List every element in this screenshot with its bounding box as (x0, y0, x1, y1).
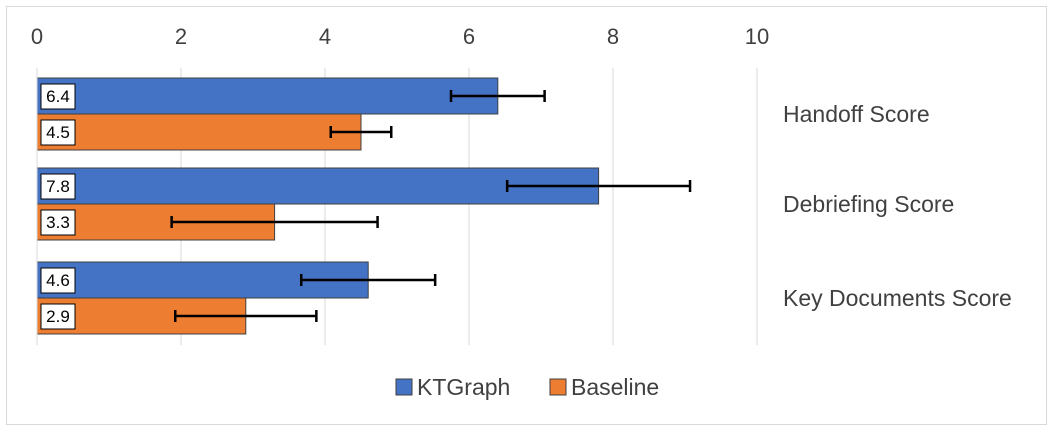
data-label: 4.5 (46, 123, 70, 142)
data-label: 4.6 (46, 271, 70, 290)
data-label: 3.3 (46, 213, 70, 232)
bar-ktgraph-1 (36, 167, 600, 205)
x-tick-label: 2 (175, 24, 187, 49)
legend-swatch-baseline (549, 378, 567, 396)
legend-label: Baseline (571, 374, 659, 400)
data-label: 7.8 (46, 177, 70, 196)
x-tick-label: 0 (31, 24, 43, 49)
data-label-box (40, 173, 76, 200)
data-label-box (40, 83, 76, 110)
data-label-box (40, 303, 76, 330)
data-label: 2.9 (46, 307, 70, 326)
bar-ktgraph-0 (36, 77, 499, 115)
category-label: Key Documents Score (783, 285, 1012, 311)
bar-baseline-0 (36, 113, 362, 151)
data-label-box (40, 267, 76, 294)
data-label: 6.4 (46, 87, 70, 106)
x-tick-label: 4 (319, 24, 331, 49)
category-label: Handoff Score (783, 101, 930, 127)
category-label: Debriefing Score (783, 191, 954, 217)
x-tick-label: 10 (745, 24, 769, 49)
x-tick-label: 6 (463, 24, 475, 49)
data-label-box (40, 119, 76, 146)
legend-swatch-ktgraph (395, 378, 413, 396)
legend-label: KTGraph (417, 374, 510, 400)
x-tick-label: 8 (607, 24, 619, 49)
data-label-box (40, 209, 76, 236)
